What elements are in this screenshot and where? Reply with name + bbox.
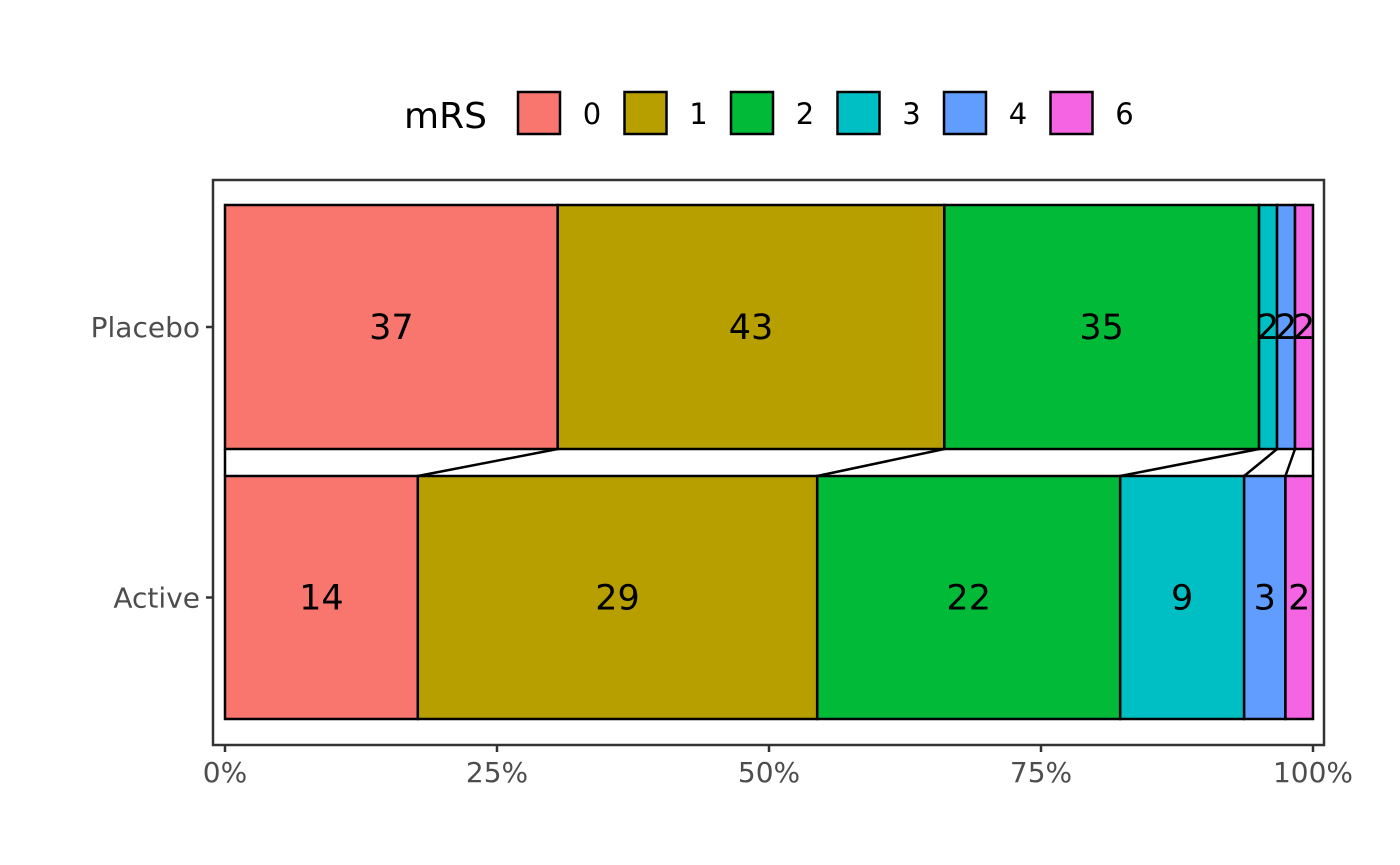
data-label-active-0: 14 (299, 579, 344, 619)
data-label-placebo-1: 43 (729, 308, 774, 348)
legend: mRS 0 1 2 3 4 6 (404, 90, 1134, 137)
connector-line (417, 447, 558, 478)
data-label-active-4: 3 (1254, 579, 1276, 619)
connector-line (1119, 447, 1260, 478)
data-label-active-6: 2 (1288, 579, 1310, 619)
data-label-placebo-6: 2 (1293, 308, 1315, 348)
legend-item-0: 0 (516, 90, 601, 136)
bar-placebo-6 (1293, 203, 1315, 451)
x-tick-label: 25% (466, 756, 528, 789)
legend-swatch-3 (836, 90, 881, 136)
data-label-placebo-2: 35 (1079, 308, 1124, 348)
x-tick-label: 0% (203, 756, 247, 789)
legend-label-3: 3 (902, 97, 920, 131)
bar-active-2 (815, 474, 1122, 721)
bar-placebo-0 (223, 203, 559, 451)
legend-swatch-6 (1049, 90, 1094, 136)
legend-label-2: 2 (796, 97, 814, 131)
connector-line (816, 447, 945, 478)
data-label-active-1: 29 (595, 579, 640, 619)
x-axis: 0% 25% 50% 75% 100% (203, 745, 1353, 789)
legend-item-6: 6 (1049, 90, 1134, 136)
data-label-active-2: 22 (946, 579, 991, 619)
legend-label-1: 1 (689, 97, 707, 131)
legend-label-6: 6 (1115, 97, 1133, 131)
legend-swatch-0 (516, 90, 562, 136)
bar-active-1 (416, 474, 819, 721)
legend-label-4: 4 (1009, 97, 1027, 131)
connector-line (1284, 448, 1297, 477)
bar-active-6 (1284, 474, 1315, 721)
x-tick-label: 75% (1010, 756, 1072, 789)
legend-item-1: 1 (623, 90, 708, 136)
bar-placebo-1 (556, 203, 946, 451)
y-axis: Placebo Active (91, 311, 213, 615)
x-tick-label: 100% (1273, 756, 1353, 789)
legend-swatch-2 (729, 90, 775, 136)
bar-active-0 (223, 474, 420, 721)
data-label-active-3: 9 (1171, 579, 1193, 619)
x-tick-label: 50% (738, 756, 800, 789)
legend-label-0: 0 (583, 97, 601, 131)
legend-item-4: 4 (942, 90, 1027, 136)
legend-swatch-4 (942, 90, 988, 136)
y-tick-label-active: Active (113, 582, 200, 615)
data-label-placebo-4: 2 (1275, 308, 1297, 348)
legend-item-3: 3 (836, 90, 921, 136)
bars (223, 203, 1315, 721)
bar-active-3 (1118, 474, 1246, 721)
data-label-placebo-0: 37 (369, 308, 414, 348)
legend-item-2: 2 (729, 90, 814, 136)
legend-title: mRS (404, 96, 487, 137)
y-tick-label-placebo: Placebo (91, 311, 200, 344)
data-label-placebo-3: 2 (1257, 308, 1279, 348)
connector-lines (223, 447, 1315, 478)
legend-swatch-1 (623, 90, 668, 136)
bar-placebo-2 (943, 203, 1261, 451)
connector-line (1243, 448, 1278, 477)
